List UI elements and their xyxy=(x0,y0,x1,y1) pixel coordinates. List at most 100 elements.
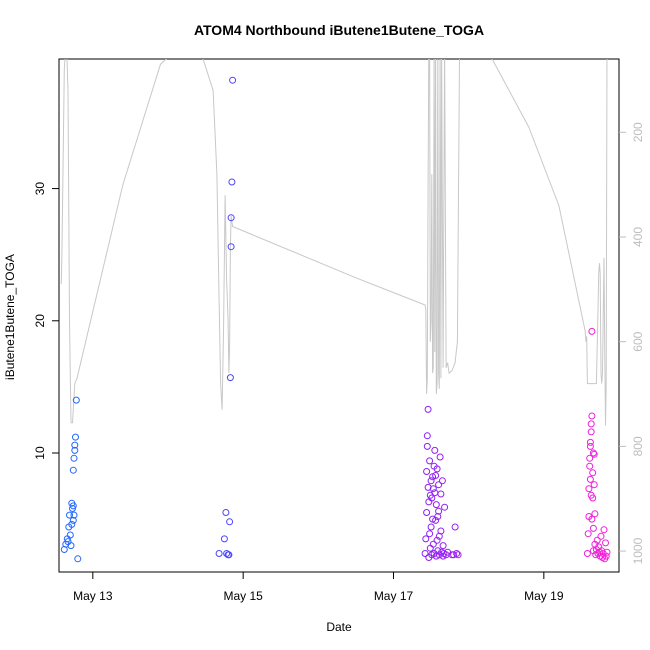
data-point xyxy=(423,442,431,450)
data-point xyxy=(429,540,437,548)
data-point xyxy=(71,446,79,454)
data-point xyxy=(424,405,432,413)
data-point xyxy=(67,542,75,550)
data-point xyxy=(587,491,595,499)
data-point xyxy=(421,550,429,557)
data-point xyxy=(439,552,447,560)
data-point xyxy=(432,472,440,479)
data-point xyxy=(586,442,594,450)
data-point xyxy=(434,513,442,520)
data-point xyxy=(584,530,592,538)
data-point xyxy=(602,539,609,547)
data-point xyxy=(436,453,444,461)
data-point xyxy=(69,502,77,510)
data-point xyxy=(602,552,610,560)
data-point xyxy=(600,526,608,534)
data-point xyxy=(226,518,234,526)
y2-tick-label: 600 xyxy=(631,331,645,351)
data-point xyxy=(586,462,594,470)
y-tick-label: 20 xyxy=(33,314,47,328)
data-point xyxy=(593,536,601,544)
data-point xyxy=(222,509,230,516)
data-point xyxy=(590,481,598,489)
y-axis-left: 10 20 30 xyxy=(33,182,60,460)
data-point xyxy=(587,420,595,428)
x-tick-label: May 13 xyxy=(73,589,113,603)
data-point xyxy=(589,449,597,457)
data-point xyxy=(586,454,594,462)
y2-tick-label: 800 xyxy=(631,436,645,456)
data-point xyxy=(70,511,78,519)
data-point xyxy=(431,446,439,454)
data-point xyxy=(586,475,594,483)
data-point xyxy=(66,531,74,539)
y-axis-right: 200 400 600 800 1000 xyxy=(619,122,645,564)
y2-tick-label: 1000 xyxy=(631,537,645,564)
data-point xyxy=(431,489,439,497)
y-axis-label: iButene1Butene_TOGA xyxy=(3,254,17,380)
data-point xyxy=(583,550,591,557)
data-point xyxy=(423,468,431,475)
chart-title: ATOM4 Northbound iButene1Butene_TOGA xyxy=(194,22,484,38)
data-point xyxy=(585,485,593,493)
y-tick-label: 10 xyxy=(33,446,47,460)
data-point xyxy=(69,466,77,474)
data-point xyxy=(435,481,443,489)
data-point xyxy=(220,535,228,543)
data-point xyxy=(441,503,449,511)
data-point xyxy=(438,477,446,485)
data-point xyxy=(70,454,78,462)
data-point xyxy=(434,547,442,555)
y-tick-label: 30 xyxy=(33,182,47,196)
data-point xyxy=(228,178,236,186)
data-point xyxy=(215,550,223,557)
x-tick-label: May 19 xyxy=(524,589,564,603)
data-point xyxy=(422,535,430,543)
x-tick-label: May 17 xyxy=(374,589,414,603)
data-point xyxy=(588,412,596,420)
data-point xyxy=(229,76,237,84)
data-point xyxy=(432,516,440,524)
data-point xyxy=(433,465,441,473)
data-point xyxy=(227,214,235,222)
data-point xyxy=(435,507,443,515)
y2-tick-label: 400 xyxy=(631,227,645,247)
data-point xyxy=(433,536,441,544)
data-point xyxy=(423,432,431,440)
data-point xyxy=(591,510,599,518)
data-point xyxy=(72,396,80,404)
data-point xyxy=(427,523,435,531)
plot-frame xyxy=(58,58,620,573)
altitude-series-line xyxy=(60,59,608,426)
data-point xyxy=(227,243,235,251)
data-point xyxy=(588,327,596,335)
data-point xyxy=(426,457,434,465)
data-point xyxy=(586,438,594,446)
data-point xyxy=(226,374,234,382)
data-point xyxy=(68,520,76,528)
data-point xyxy=(589,524,597,532)
altitude-line-layer xyxy=(60,59,608,426)
data-point xyxy=(424,483,432,491)
data-point xyxy=(427,477,435,485)
data-point xyxy=(426,544,434,552)
data-point xyxy=(66,511,73,519)
data-point xyxy=(225,551,233,559)
data-point xyxy=(454,551,462,559)
data-point xyxy=(453,550,461,557)
data-point xyxy=(432,501,440,509)
data-point xyxy=(439,542,447,550)
data-point xyxy=(71,441,79,449)
data-point xyxy=(426,491,434,499)
points-layer xyxy=(60,76,611,563)
data-point xyxy=(72,433,79,441)
data-point xyxy=(423,509,431,516)
data-point xyxy=(429,485,437,493)
data-point xyxy=(437,490,445,498)
x-tick-label: May 15 xyxy=(223,589,263,603)
y2-tick-label: 200 xyxy=(631,122,645,142)
data-point xyxy=(589,469,597,477)
data-point xyxy=(426,530,434,538)
data-point xyxy=(69,516,77,524)
